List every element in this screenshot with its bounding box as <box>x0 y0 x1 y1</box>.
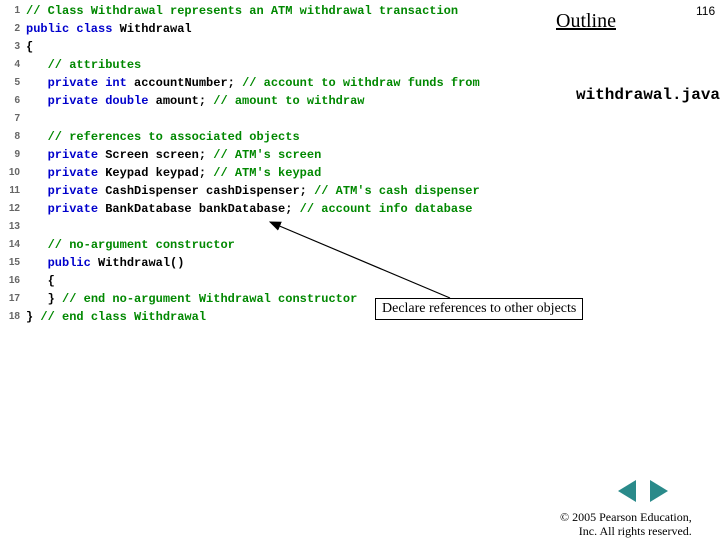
copyright-line2: Inc. All rights reserved. <box>579 524 692 538</box>
code-text: // Class Withdrawal represents an ATM wi… <box>26 2 562 20</box>
line-number: 5 <box>2 74 26 92</box>
line-number: 18 <box>2 308 26 326</box>
line-number: 7 <box>2 110 26 128</box>
copyright-notice: © 2005 Pearson Education, Inc. All right… <box>560 510 692 539</box>
line-number: 11 <box>2 182 26 200</box>
code-text: private CashDispenser cashDispenser; // … <box>26 182 562 200</box>
copyright-line1: © 2005 Pearson Education, <box>560 510 692 524</box>
filename-label: withdrawal.java <box>576 86 720 104</box>
line-number: 17 <box>2 290 26 308</box>
code-text: private double amount; // amount to with… <box>26 92 562 110</box>
prev-slide-button[interactable] <box>618 480 636 502</box>
line-number: 12 <box>2 200 26 218</box>
code-line: 11 private CashDispenser cashDispenser; … <box>2 182 562 200</box>
code-text <box>26 218 562 236</box>
code-line: 7 <box>2 110 562 128</box>
code-text: // no-argument constructor <box>26 236 562 254</box>
code-text: private BankDatabase bankDatabase; // ac… <box>26 200 562 218</box>
code-line: 2public class Withdrawal <box>2 20 562 38</box>
line-number: 13 <box>2 218 26 236</box>
code-line: 6 private double amount; // amount to wi… <box>2 92 562 110</box>
code-line: 15 public Withdrawal() <box>2 254 562 272</box>
callout-box: Declare references to other objects <box>375 298 583 320</box>
page-number: 116 <box>696 4 715 18</box>
code-text: { <box>26 272 562 290</box>
code-line: 5 private int accountNumber; // account … <box>2 74 562 92</box>
code-text: public Withdrawal() <box>26 254 562 272</box>
code-text: // attributes <box>26 56 562 74</box>
code-line: 8 // references to associated objects <box>2 128 562 146</box>
code-line: 13 <box>2 218 562 236</box>
code-text: // references to associated objects <box>26 128 562 146</box>
line-number: 8 <box>2 128 26 146</box>
code-line: 16 { <box>2 272 562 290</box>
code-line: 3{ <box>2 38 562 56</box>
code-line: 4 // attributes <box>2 56 562 74</box>
code-line: 1// Class Withdrawal represents an ATM w… <box>2 2 562 20</box>
line-number: 6 <box>2 92 26 110</box>
code-editor: 1// Class Withdrawal represents an ATM w… <box>2 2 562 326</box>
line-number: 10 <box>2 164 26 182</box>
line-number: 4 <box>2 56 26 74</box>
line-number: 3 <box>2 38 26 56</box>
code-text: private int accountNumber; // account to… <box>26 74 562 92</box>
code-line: 12 private BankDatabase bankDatabase; //… <box>2 200 562 218</box>
code-text: { <box>26 38 562 56</box>
line-number: 14 <box>2 236 26 254</box>
code-text: private Keypad keypad; // ATM's keypad <box>26 164 562 182</box>
line-number: 15 <box>2 254 26 272</box>
line-number: 16 <box>2 272 26 290</box>
outline-title: Outline <box>556 10 616 33</box>
next-slide-button[interactable] <box>650 480 668 502</box>
line-number: 9 <box>2 146 26 164</box>
code-line: 9 private Screen screen; // ATM's screen <box>2 146 562 164</box>
line-number: 2 <box>2 20 26 38</box>
code-line: 10 private Keypad keypad; // ATM's keypa… <box>2 164 562 182</box>
code-text: public class Withdrawal <box>26 20 562 38</box>
code-text: private Screen screen; // ATM's screen <box>26 146 562 164</box>
code-line: 14 // no-argument constructor <box>2 236 562 254</box>
line-number: 1 <box>2 2 26 20</box>
code-text <box>26 110 562 128</box>
